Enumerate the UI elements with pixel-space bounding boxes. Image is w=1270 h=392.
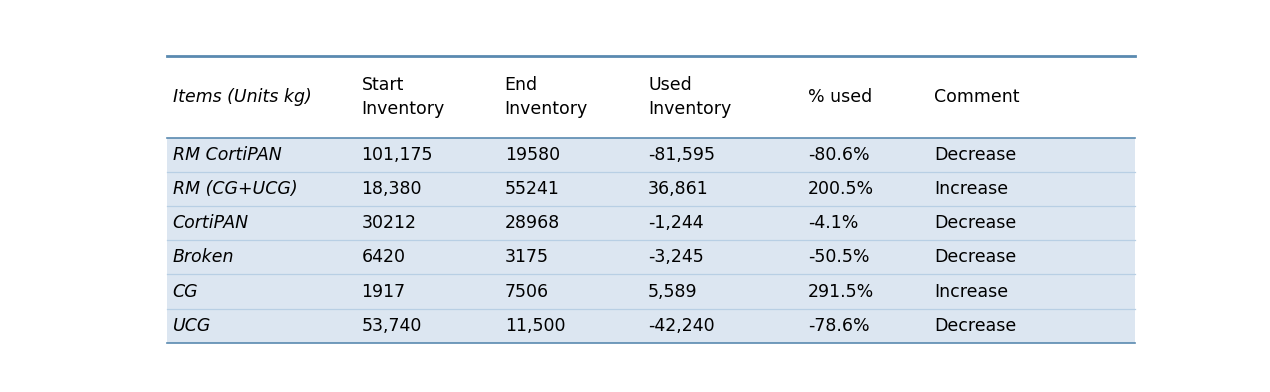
Text: Decrease: Decrease <box>933 214 1016 232</box>
Text: 53,740: 53,740 <box>362 317 422 335</box>
Text: 291.5%: 291.5% <box>808 283 874 301</box>
Text: 55241: 55241 <box>504 180 560 198</box>
Text: End
Inventory: End Inventory <box>504 76 588 118</box>
Text: -80.6%: -80.6% <box>808 146 870 164</box>
Text: CG: CG <box>173 283 198 301</box>
Text: 101,175: 101,175 <box>362 146 433 164</box>
Text: Decrease: Decrease <box>933 248 1016 266</box>
Text: % used: % used <box>808 88 872 106</box>
Text: Comment: Comment <box>933 88 1020 106</box>
Text: 19580: 19580 <box>504 146 560 164</box>
Text: Decrease: Decrease <box>933 146 1016 164</box>
Text: 3175: 3175 <box>504 248 549 266</box>
Text: -42,240: -42,240 <box>648 317 715 335</box>
Text: Decrease: Decrease <box>933 317 1016 335</box>
Text: Broken: Broken <box>173 248 234 266</box>
Text: 5,589: 5,589 <box>648 283 697 301</box>
Text: -78.6%: -78.6% <box>808 317 870 335</box>
Text: 200.5%: 200.5% <box>808 180 874 198</box>
Text: Used
Inventory: Used Inventory <box>648 76 732 118</box>
Text: 18,380: 18,380 <box>362 180 422 198</box>
Text: RM CortiPAN: RM CortiPAN <box>173 146 281 164</box>
Text: 30212: 30212 <box>362 214 417 232</box>
Text: Start
Inventory: Start Inventory <box>362 76 444 118</box>
Text: 11,500: 11,500 <box>504 317 565 335</box>
Text: Increase: Increase <box>933 283 1008 301</box>
Text: 36,861: 36,861 <box>648 180 709 198</box>
Text: -50.5%: -50.5% <box>808 248 870 266</box>
Text: 1917: 1917 <box>362 283 405 301</box>
Text: 28968: 28968 <box>504 214 560 232</box>
Text: UCG: UCG <box>173 317 211 335</box>
Text: -1,244: -1,244 <box>648 214 704 232</box>
Text: -3,245: -3,245 <box>648 248 704 266</box>
Text: CortiPAN: CortiPAN <box>173 214 249 232</box>
Text: RM (CG+UCG): RM (CG+UCG) <box>173 180 297 198</box>
Text: 7506: 7506 <box>504 283 549 301</box>
Text: Items (Units kg): Items (Units kg) <box>173 88 311 106</box>
Text: -81,595: -81,595 <box>648 146 715 164</box>
Text: -4.1%: -4.1% <box>808 214 859 232</box>
Text: 6420: 6420 <box>362 248 405 266</box>
Text: Increase: Increase <box>933 180 1008 198</box>
